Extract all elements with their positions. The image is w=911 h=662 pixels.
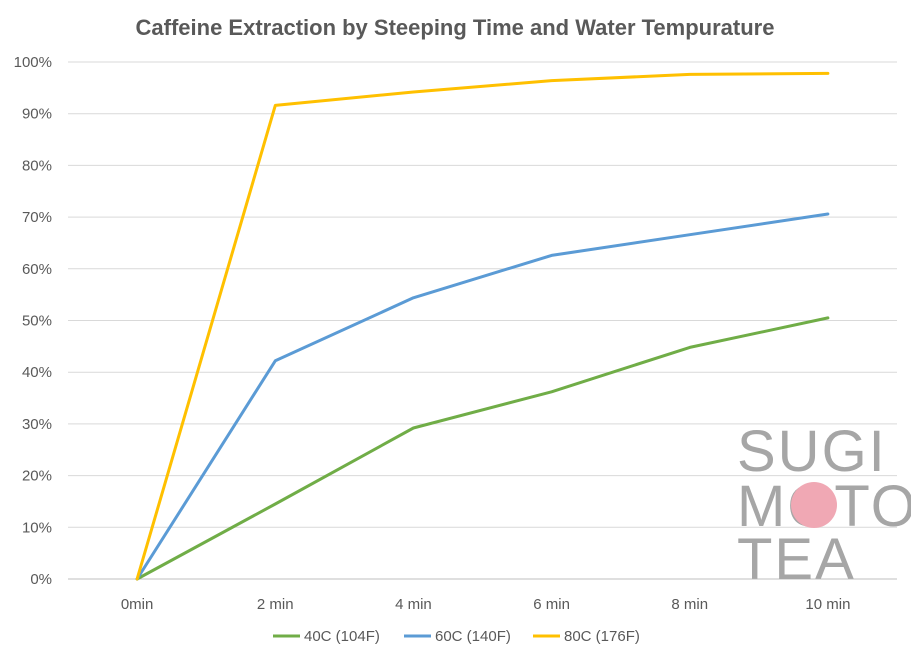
x-tick-label: 8 min (671, 596, 708, 613)
y-tick-label: 60% (22, 261, 52, 278)
legend-label: 60C (140F) (435, 628, 511, 645)
x-tick-label: 6 min (533, 596, 570, 613)
logo-pink-dot (791, 482, 837, 528)
logo-text-line-3: TEA (737, 527, 856, 592)
x-tick-label: 10 min (805, 596, 850, 613)
series-line (135, 316, 830, 581)
y-tick-label: 70% (22, 209, 52, 226)
y-tick-label: 80% (22, 157, 52, 174)
x-tick-label: 2 min (257, 596, 294, 613)
legend-label: 40C (104F) (304, 628, 380, 645)
y-tick-label: 40% (22, 364, 52, 381)
legend-label: 80C (176F) (564, 628, 640, 645)
legend: 40C (104F) 60C (140F) 80C (176F) (273, 628, 640, 645)
x-tick-label: 0min (121, 596, 154, 613)
y-axis-tick-labels: 0% 10% 20% 30% 40% 50% 60% 70% 80% 90% 100% (14, 54, 52, 588)
sugimoto-tea-logo: SUGI MOTO TEA (737, 419, 911, 592)
y-tick-label: 0% (30, 571, 52, 588)
y-tick-label: 90% (22, 106, 52, 123)
logo-text-line-1: SUGI (737, 419, 887, 484)
chart-title: Caffeine Extraction by Steeping Time and… (136, 15, 775, 40)
series-line (135, 71, 830, 581)
x-tick-label: 4 min (395, 596, 432, 613)
gridlines (68, 61, 897, 580)
y-tick-label: 30% (22, 416, 52, 433)
y-tick-label: 100% (14, 54, 52, 71)
series-lines (135, 71, 830, 581)
y-tick-label: 10% (22, 519, 52, 536)
series-line (135, 212, 830, 581)
y-tick-label: 20% (22, 468, 52, 485)
y-tick-label: 50% (22, 313, 52, 330)
x-axis-tick-labels: 0min 2 min 4 min 6 min 8 min 10 min (121, 596, 851, 613)
